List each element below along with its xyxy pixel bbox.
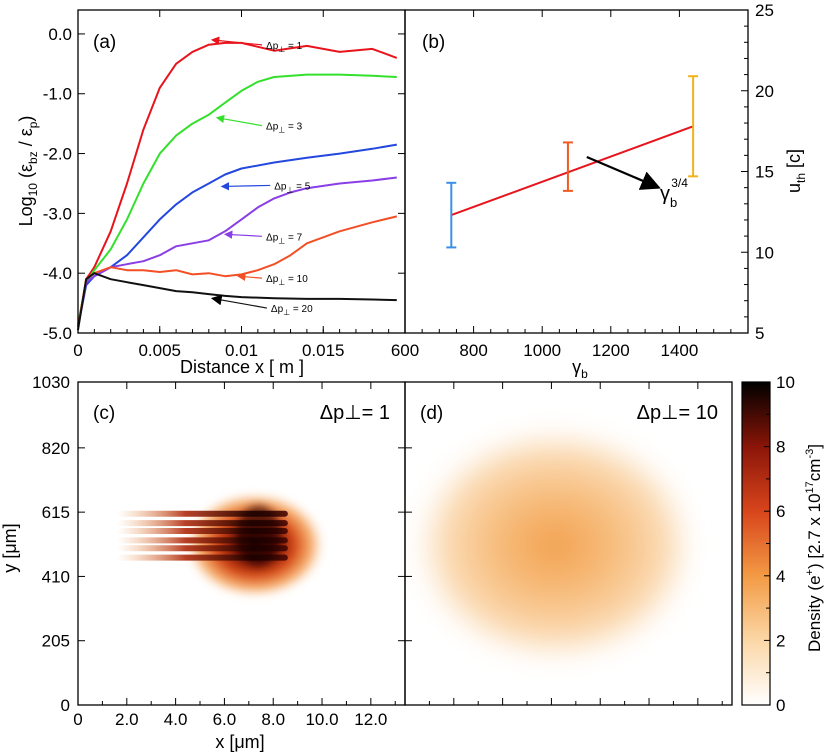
colorbar-tick-label: 8	[776, 438, 785, 457]
series-arrow-dp20	[210, 294, 268, 309]
panel-c-filaments	[117, 505, 288, 566]
panel-a-curve-labels: Δp⊥ = 1 Δp⊥ = 3 Δp⊥ = 5 Δp⊥ = 7 Δp⊥ = 10 Δp⊥ …	[210, 36, 313, 317]
panel-c-title: Δp⊥= 1	[320, 402, 390, 424]
panel-b-frame	[404, 9, 749, 334]
panel-c-ylabel: y [μm]	[0, 523, 20, 572]
series-arrow-dp5	[220, 182, 271, 191]
panel-d-bunch	[390, 420, 690, 670]
panel-b-y-tick-label: 10	[755, 243, 774, 262]
series-arrow-dp10	[237, 272, 263, 281]
series-label-dp3: Δp⊥ = 3	[266, 122, 303, 135]
colorbar-tick-label: 0	[776, 696, 785, 715]
panel-c-xlabel: x [μm]	[215, 732, 264, 752]
panel-c-x-tick-label: 8.0	[261, 710, 285, 729]
panel-c-x-tick-label: 4.0	[164, 710, 188, 729]
fit-line	[450, 125, 694, 217]
panel-b-xlabel: γb	[572, 357, 588, 381]
panel-b-y-tick-label: 5	[755, 324, 764, 343]
panel-a-y-tick-label: -2.0	[43, 145, 72, 164]
series-label-dp5: Δp⊥ = 5	[274, 181, 311, 194]
series-label-dp20: Δp⊥ = 20	[271, 304, 313, 317]
colorbar-label: Density (e+) [2.7 x 1017cm-3]	[804, 444, 824, 652]
panel-a-curves	[77, 41, 398, 331]
series-line-dp7	[77, 176, 397, 328]
panel-a-ylabel: Log10 (εbz / εp)	[16, 116, 40, 227]
panel-d-frame	[404, 381, 733, 706]
series-line-dp1	[77, 41, 398, 328]
panel-b-marks	[446, 75, 699, 249]
colorbar-tick-label: 4	[776, 567, 785, 586]
panel-a-x-tick-label: 0	[73, 341, 82, 360]
panel-b-y-tick-label: 25	[755, 1, 774, 20]
series-label-dp1: Δp⊥ = 1	[266, 41, 303, 54]
panel-a-ticks: 0 0.005 0.01 0.015 -5.0 -4.0 -3.0 -2.0 -1.0 0.0	[43, 10, 405, 360]
series-line-dp10	[77, 215, 398, 328]
colorbar-tick-label: 10	[776, 373, 795, 392]
colorbar-tick-label: 2	[776, 631, 785, 650]
panel-c: 0 2.0 4.0 6.0 8.0 10.0 12.0 0 205 410 615 820 1030 (…	[0, 373, 406, 752]
panel-a-frame	[77, 9, 406, 334]
gamma-arrow	[586, 155, 661, 190]
gamma-annotation: γb3/4	[660, 176, 688, 210]
panel-b-x-tick-label: 600	[391, 341, 419, 360]
panel-b-x-tick-label: 1200	[592, 341, 630, 360]
panel-b-y-tick-label: 20	[755, 82, 774, 101]
panel-a-x-tick-label: 0.015	[302, 341, 345, 360]
panel-a: Δp⊥ = 1 Δp⊥ = 3 Δp⊥ = 5 Δp⊥ = 7 Δp⊥ = 10 Δp⊥ …	[16, 9, 406, 377]
panel-d-title: Δp⊥= 10	[637, 402, 718, 424]
colorbar-ticks: 0 2 4 6 8 10	[764, 373, 795, 715]
panel-b-x-tick-label: 1000	[523, 341, 561, 360]
panel-d: (d) Δp⊥= 10	[390, 381, 733, 706]
colorbar-gradient	[741, 381, 771, 706]
panel-a-y-tick-label: 0.0	[48, 25, 72, 44]
panel-b-y-tick-label: 15	[755, 163, 774, 182]
panel-c-x-tick-label: 10.0	[305, 710, 338, 729]
series-line-dp3	[77, 73, 397, 325]
panel-a-y-tick-label: -4.0	[43, 264, 72, 283]
panel-a-y-tick-label: -5.0	[43, 324, 72, 343]
panel-c-ticks: 0 2.0 4.0 6.0 8.0 10.0 12.0 0 205 410 615 820 1030	[32, 373, 405, 729]
series-arrow-dp1	[210, 36, 263, 46]
panel-c-x-tick-label: 6.0	[213, 710, 237, 729]
series-arrow-dp7	[223, 230, 263, 239]
panel-c-x-tick-label: 12.0	[354, 710, 387, 729]
panel-b-label: (b)	[422, 32, 445, 53]
panel-d-label: (d)	[420, 403, 443, 424]
panel-a-x-tick-label: 0.01	[225, 341, 258, 360]
panel-a-x-tick-label: 0.005	[138, 341, 181, 360]
panel-c-x-tick-label: 2.0	[115, 710, 139, 729]
panel-c-y-tick-label: 1030	[32, 373, 70, 392]
panel-b-ticks: 600 800 1000 1200 1400 5 10 15 20 25	[391, 1, 774, 360]
panel-a-y-tick-label: -1.0	[43, 85, 72, 104]
panel-b-x-tick-label: 800	[459, 341, 487, 360]
panel-c-y-tick-label: 205	[42, 632, 70, 651]
panel-c-y-tick-label: 820	[42, 439, 70, 458]
panel-b-ylabel: uth [c]	[784, 149, 808, 193]
colorbar-tick-label: 6	[776, 502, 785, 521]
series-line-dp20	[77, 272, 397, 331]
panel-c-core	[236, 505, 281, 566]
panel-a-xlabel: Distance x [ m ]	[180, 357, 304, 377]
panel-b-x-tick-label: 1400	[660, 341, 698, 360]
panel-a-label: (a)	[93, 32, 116, 53]
panel-b: 600 800 1000 1200 1400 5 10 15 20 25 (b) γb uth […	[391, 1, 808, 381]
series-label-dp10: Δp⊥ = 10	[266, 274, 308, 287]
panel-c-y-tick-label: 0	[61, 696, 70, 715]
panel-a-y-tick-label: -3.0	[43, 204, 72, 223]
colorbar: 0 2 4 6 8 10 Density (e+) [2.7 x 1017cm-3]	[741, 373, 824, 715]
panel-c-label: (c)	[93, 403, 115, 424]
series-label-dp7: Δp⊥ = 7	[266, 232, 303, 245]
panel-c-y-tick-label: 410	[42, 567, 70, 586]
panel-c-y-tick-label: 615	[42, 503, 70, 522]
series-arrow-dp3	[215, 114, 263, 127]
panel-c-x-tick-label: 0	[73, 710, 82, 729]
